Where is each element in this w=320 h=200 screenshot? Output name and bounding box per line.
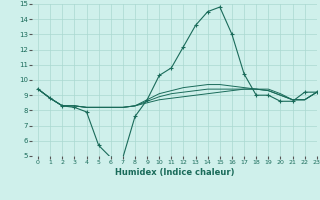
X-axis label: Humidex (Indice chaleur): Humidex (Indice chaleur): [115, 168, 234, 177]
